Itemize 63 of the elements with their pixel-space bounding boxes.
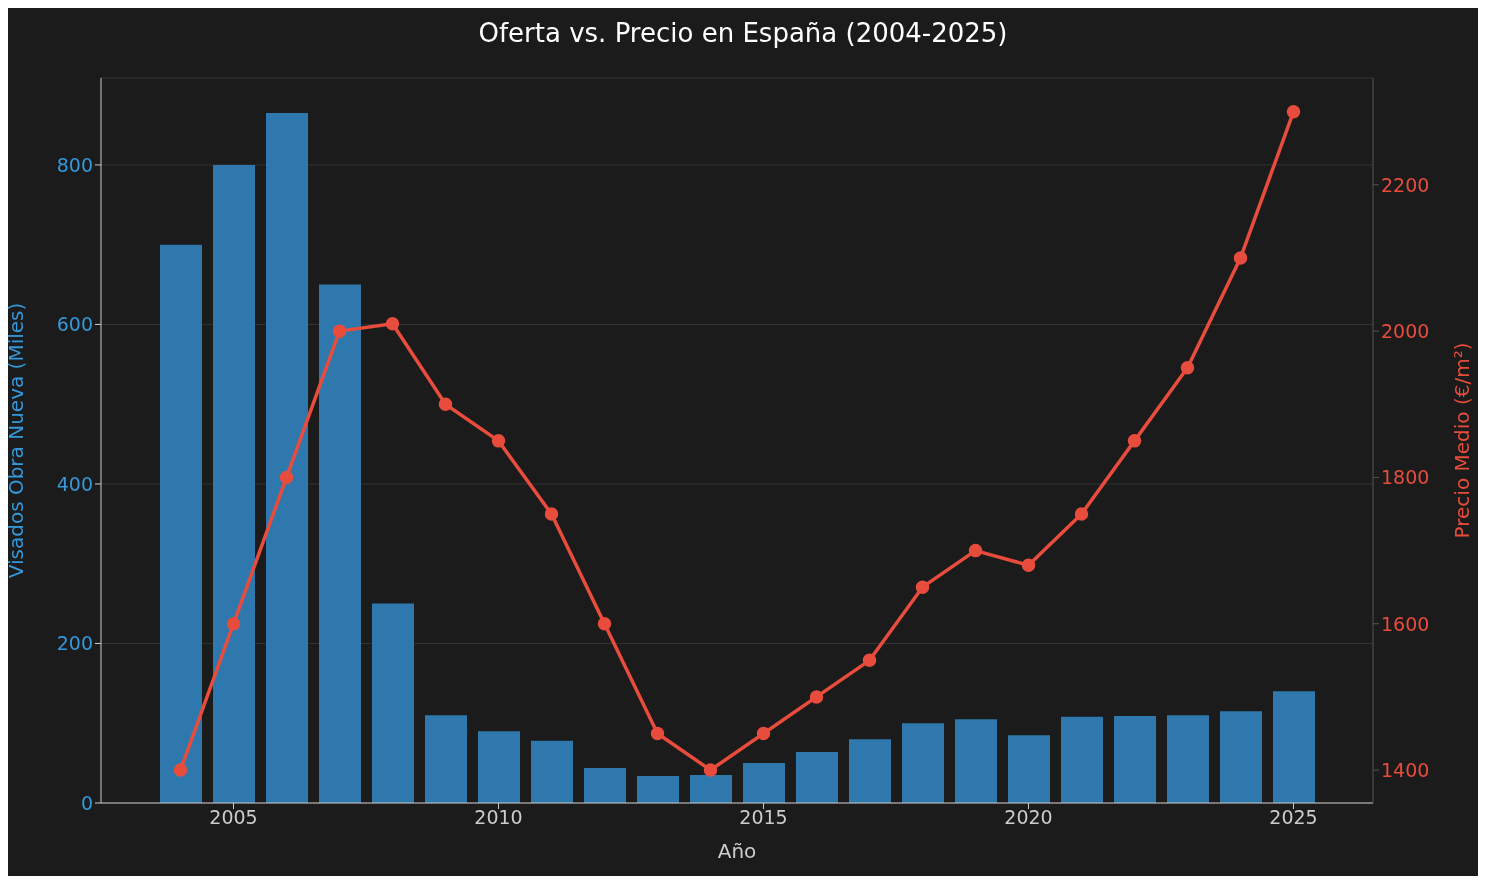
y2-tick-label: 2000 (1381, 319, 1430, 342)
point (173, 763, 188, 777)
x-tick-label: 2020 (1004, 806, 1053, 829)
bar (1167, 715, 1209, 803)
y-tick-label: 400 (56, 472, 93, 495)
bar (849, 739, 891, 803)
point (650, 726, 665, 741)
bar (1220, 711, 1262, 803)
x-tick-label: 2005 (209, 806, 258, 829)
y-tick-label: 0 (80, 791, 93, 814)
x-axis-title: Año (717, 839, 757, 863)
bar (584, 767, 626, 803)
point (1233, 251, 1248, 265)
bar (743, 763, 785, 803)
point (544, 507, 559, 521)
point (809, 690, 824, 704)
point (968, 543, 983, 558)
bar (637, 775, 679, 803)
bar (1061, 716, 1103, 803)
bar (160, 244, 202, 803)
bar (531, 740, 573, 803)
y-tick-label: 200 (56, 632, 93, 655)
y2-tick-label: 1800 (1381, 466, 1430, 489)
bar (955, 719, 997, 803)
point (862, 653, 877, 668)
bar (213, 164, 255, 803)
y2-axis-title: Precio Medio (€/m²) (1450, 342, 1475, 539)
bar (372, 603, 414, 803)
point (385, 317, 400, 331)
bar (796, 751, 838, 803)
y-tick-label: 800 (56, 153, 93, 176)
bar (1114, 716, 1156, 803)
point (491, 434, 506, 448)
y-tick-label: 600 (56, 313, 93, 336)
point (226, 617, 241, 631)
bar (425, 715, 467, 803)
x-tick-label: 2025 (1269, 806, 1318, 829)
x-tick-label: 2015 (739, 806, 788, 829)
point (279, 470, 294, 485)
point (1286, 104, 1301, 119)
bar (1273, 691, 1315, 803)
bar (902, 723, 944, 803)
y2-tick-label: 1600 (1381, 612, 1430, 635)
y-axis-title: Visados Obra Nueva (Miles) (4, 302, 29, 579)
y2-tick-label: 2200 (1381, 173, 1430, 196)
point (915, 580, 930, 594)
point (1074, 507, 1089, 521)
point (1127, 434, 1142, 448)
bar (1008, 735, 1050, 803)
y2-tick-label: 1400 (1381, 758, 1430, 781)
point (332, 324, 347, 338)
bar (690, 775, 732, 803)
point (756, 726, 771, 741)
point (1180, 360, 1195, 375)
point (438, 397, 453, 412)
bar (478, 731, 520, 803)
point (1021, 558, 1036, 572)
bar (319, 284, 361, 803)
x-tick-label: 2010 (474, 806, 523, 829)
chart-title: Oferta vs. Precio en España (2004-2025) (477, 18, 1009, 48)
bar (266, 113, 308, 803)
point (597, 617, 612, 631)
point (703, 763, 718, 777)
